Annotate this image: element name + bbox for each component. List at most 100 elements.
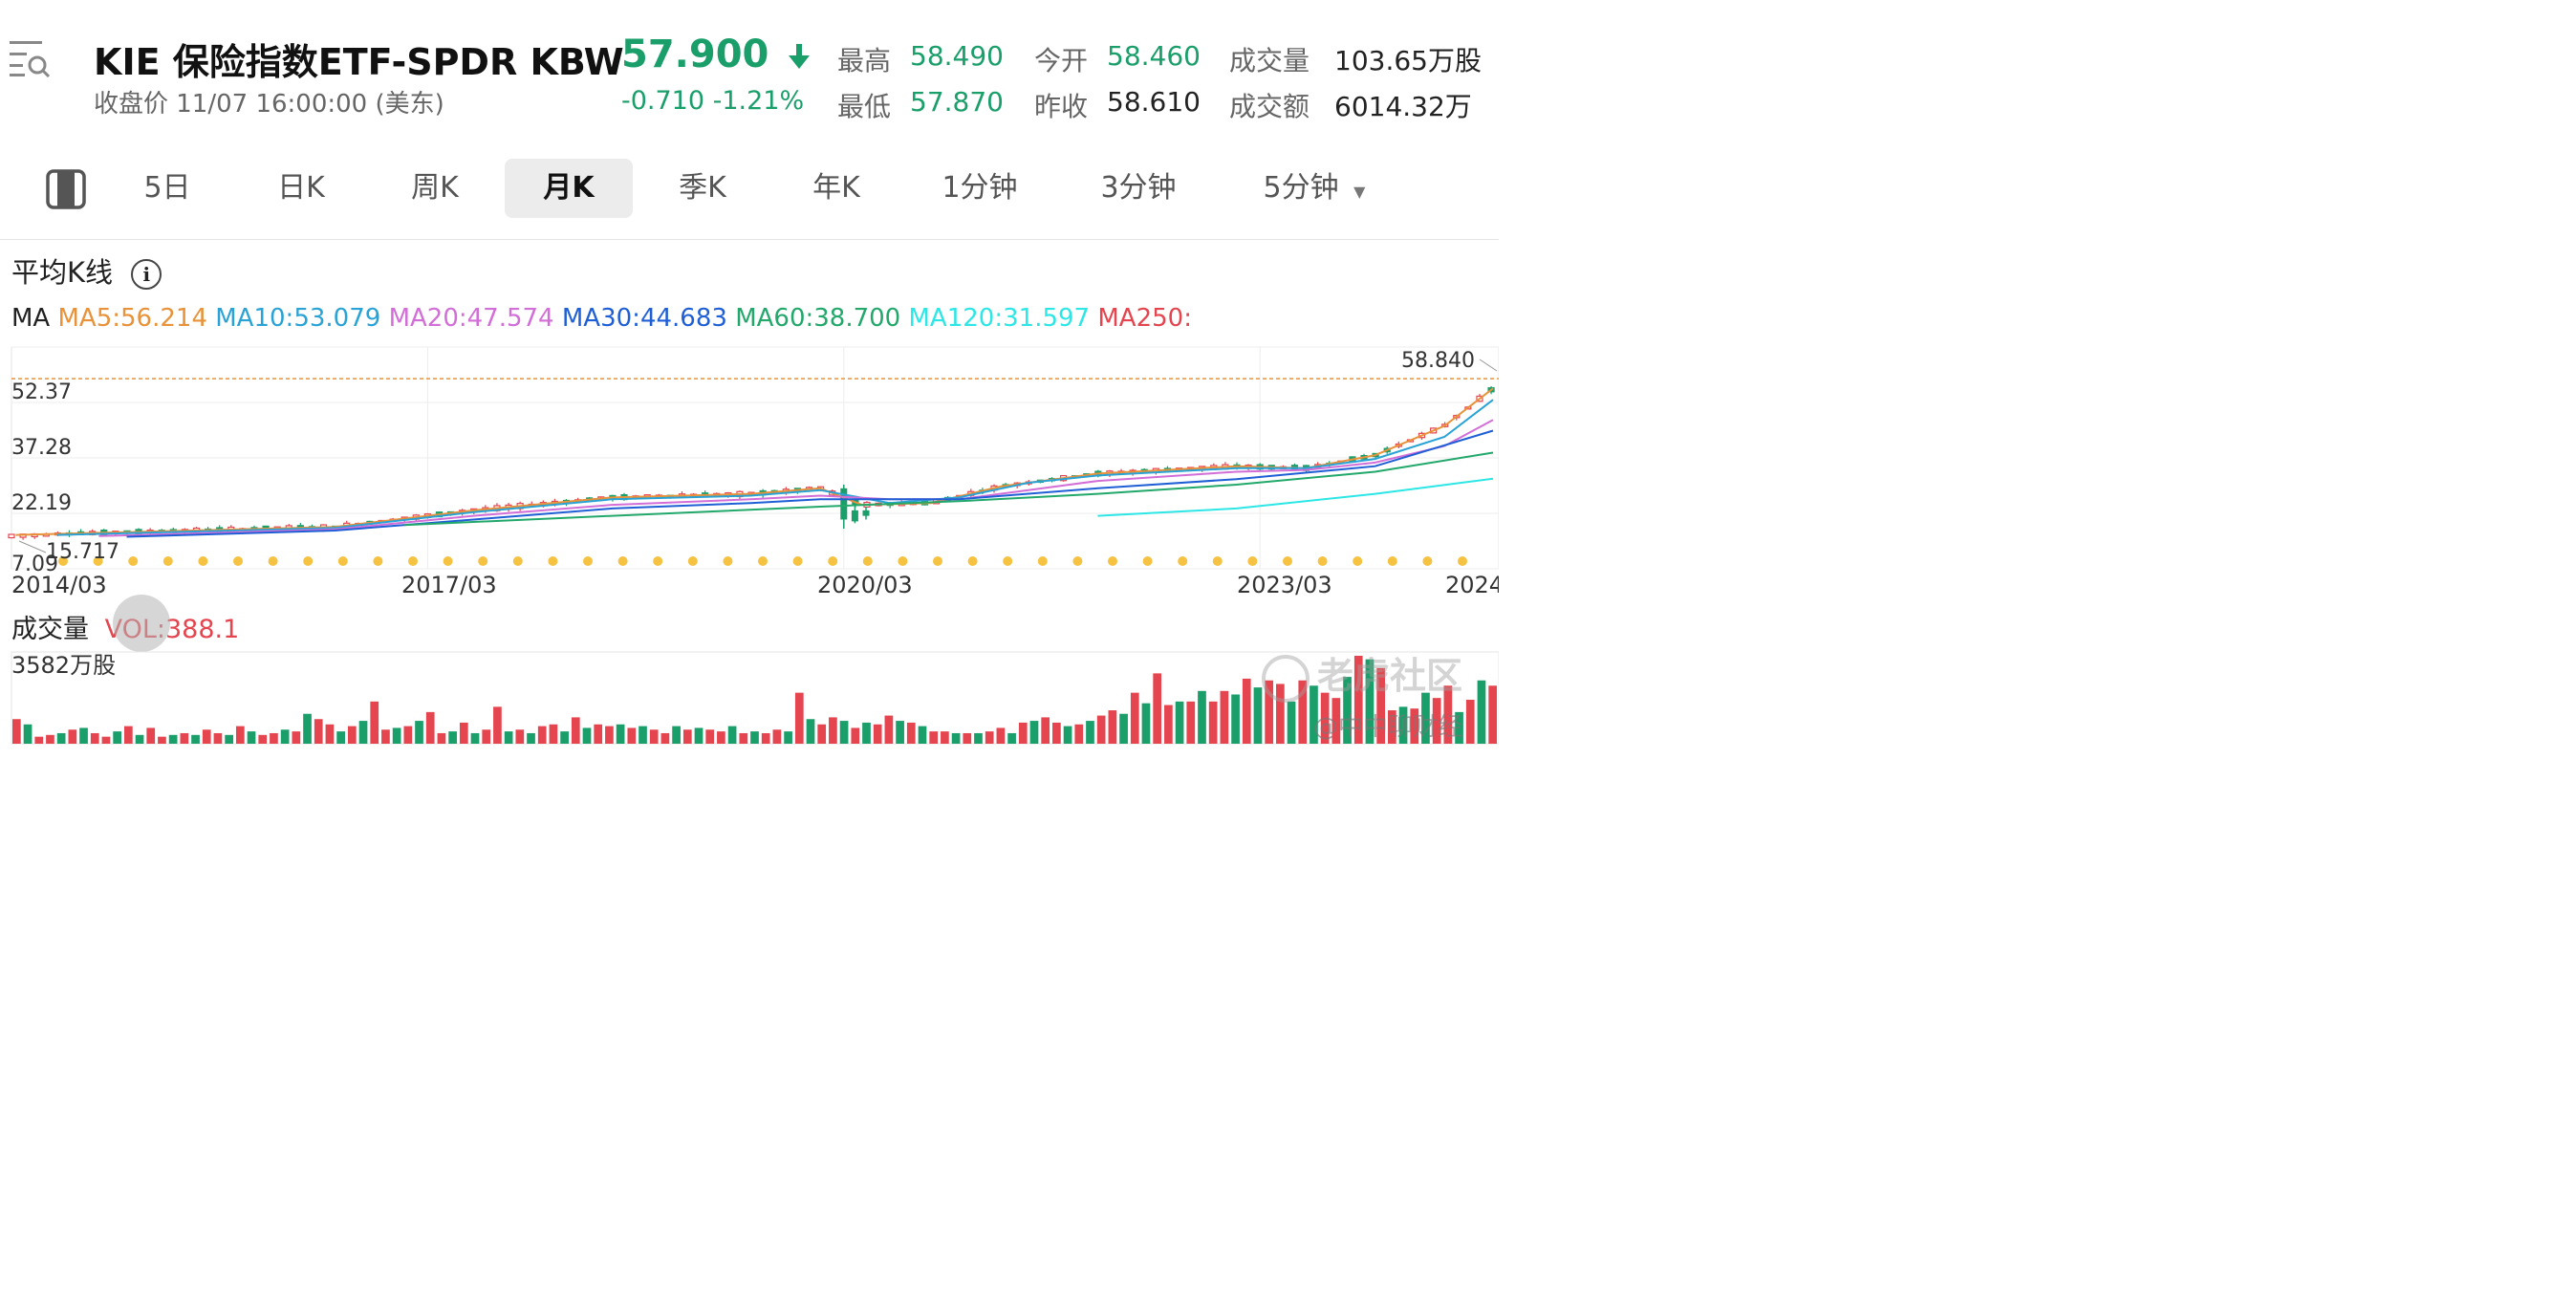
volume-bar: [1443, 685, 1453, 744]
volume-bar: [358, 721, 368, 744]
volume-bar: [682, 729, 692, 744]
volume-bar: [772, 729, 782, 744]
stat-label-prev-close: 昨收: [1034, 91, 1089, 122]
volume-bar: [113, 731, 121, 744]
volume-bar: [660, 732, 670, 744]
stat-label-turnover: 成交额: [1229, 91, 1310, 122]
volume-bar: [560, 731, 569, 744]
tab-daily-k[interactable]: 日K: [277, 171, 325, 205]
dividend-marker-icon: [1072, 556, 1083, 566]
volume-bar: [717, 731, 725, 744]
tab-5min[interactable]: 5分钟 ▼: [1243, 159, 1386, 218]
current-price: 57.900: [621, 33, 812, 76]
dividend-markers: [58, 556, 1467, 566]
volume-bar: [784, 731, 792, 744]
volume-bar: [1432, 698, 1441, 744]
dividend-marker-icon: [792, 556, 803, 566]
volume-bar: [1376, 667, 1386, 744]
tab-yearly-k[interactable]: 年K: [812, 171, 860, 205]
volume-bar: [1086, 721, 1094, 744]
volume-bar: [996, 727, 1006, 744]
volume-bar: [504, 731, 513, 744]
tab-monthly-k[interactable]: 月K: [505, 159, 633, 218]
volume-bar: [270, 732, 278, 744]
volume-bar: [448, 731, 457, 744]
volume-bar: [158, 736, 166, 744]
volume-bar: [672, 726, 681, 744]
volume-bar: [851, 727, 860, 744]
volume-bar: [806, 719, 815, 744]
close-time-subtitle: 收盘价 11/07 16:00:00 (美东): [94, 90, 444, 119]
tab-quarterly-k[interactable]: 季K: [679, 171, 726, 205]
volume-bar: [918, 726, 927, 744]
ma-legend-4: MA30:44.683: [561, 304, 727, 333]
volume-bar: [985, 731, 994, 744]
volume-label: 成交量: [11, 615, 89, 644]
volume-bar: [1029, 721, 1039, 744]
ma-line-ma5: [15, 387, 1494, 536]
volume-bar: [839, 721, 849, 744]
volume-bar: [761, 732, 770, 744]
stat-value-high: 58.490: [910, 40, 1004, 72]
volume-bar: [1242, 678, 1251, 744]
volume-bar: [794, 692, 804, 744]
volume-bar: [1477, 680, 1486, 744]
dividend-marker-icon: [967, 556, 978, 566]
ma-legend-0: MA: [11, 304, 51, 333]
layout-toggle-icon[interactable]: [42, 159, 90, 218]
volume-bar: [537, 726, 547, 744]
volume-drag-handle[interactable]: [113, 595, 170, 652]
dividend-marker-icon: [128, 556, 139, 566]
info-icon[interactable]: i: [131, 259, 162, 290]
volume-bar: [694, 727, 704, 744]
volume-bar: [56, 732, 66, 744]
volume-bar: [68, 729, 77, 744]
volume-bar: [1208, 701, 1218, 744]
volume-bar: [582, 727, 592, 744]
dividend-marker-icon: [443, 556, 453, 566]
dividend-marker-icon: [162, 556, 173, 566]
ma-line-ma60: [403, 451, 1494, 527]
volume-bar: [750, 731, 759, 744]
ma-legend: MA MA5:56.214 MA10:53.079 MA20:47.574 MA…: [11, 304, 1192, 333]
price-tick-label: 7.09: [11, 553, 58, 576]
volume-bars: [12, 656, 1497, 744]
tab-1min[interactable]: 1分钟: [942, 171, 1018, 205]
volume-bar: [1096, 715, 1106, 744]
volume-bar: [1455, 711, 1463, 744]
volume-bar: [101, 736, 111, 744]
dividend-marker-icon: [93, 556, 103, 566]
ma-legend-1: MA5:56.214: [57, 304, 207, 333]
volume-bar: [1310, 685, 1318, 744]
dividend-marker-icon: [687, 556, 698, 566]
tab-weekly-k[interactable]: 周K: [411, 171, 459, 205]
menu-search-icon[interactable]: [8, 38, 52, 78]
tab-5min-label: 5分钟: [1263, 171, 1339, 205]
time-axis-label: 2020/03: [817, 572, 913, 598]
stat-label-low: 最低: [837, 91, 892, 122]
time-axis-label: 2024: [1445, 572, 1499, 598]
volume-bar: [23, 724, 32, 744]
ma-legend-6: MA120:31.597: [908, 304, 1091, 333]
dividend-marker-icon: [548, 556, 558, 566]
tab-3min[interactable]: 3分钟: [1100, 171, 1177, 205]
ma-legend-3: MA20:47.574: [388, 304, 554, 333]
volume-chart[interactable]: 3582万股: [0, 650, 1499, 746]
dividend-marker-icon: [408, 556, 418, 566]
dividend-marker-icon: [898, 556, 908, 566]
dividend-marker-icon: [1353, 556, 1363, 566]
dividend-marker-icon: [1142, 556, 1153, 566]
dividend-marker-icon: [1317, 556, 1328, 566]
volume-bar: [873, 724, 882, 744]
volume-bar: [1298, 680, 1308, 744]
volume-bar: [437, 732, 446, 744]
volume-bar: [168, 734, 178, 744]
volume-bar: [213, 732, 223, 744]
volume-bar: [1253, 687, 1263, 744]
volume-bar: [951, 732, 961, 744]
volume-bar: [1465, 700, 1475, 744]
tab-5day[interactable]: 5日: [143, 171, 191, 205]
down-arrow-icon: [789, 44, 811, 69]
